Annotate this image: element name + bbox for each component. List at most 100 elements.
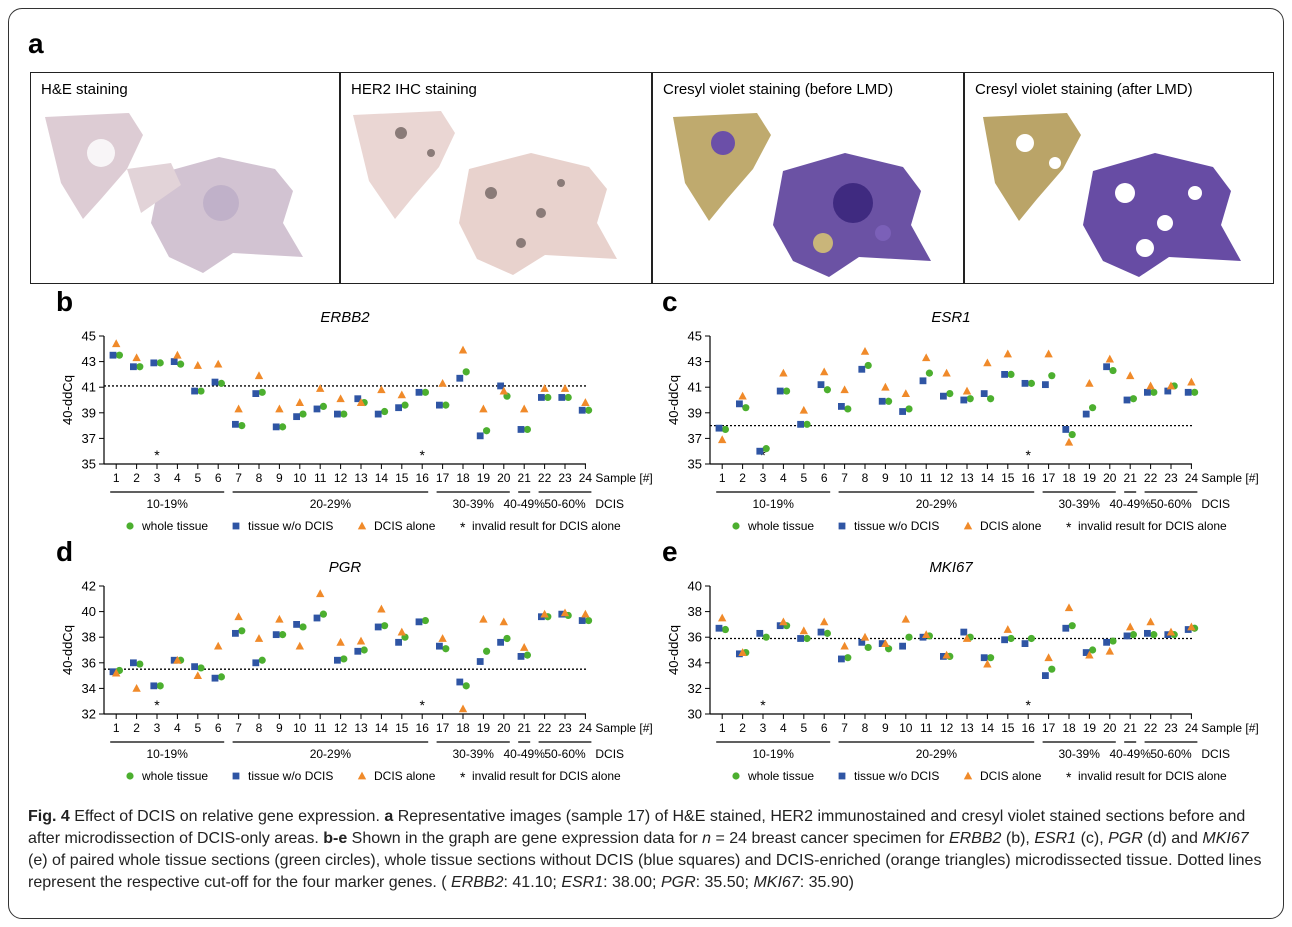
data-point-circle [217, 379, 225, 387]
x-tick-label: 19 [477, 721, 491, 735]
x-tick-label: 23 [558, 471, 572, 485]
x-tick-label: 14 [375, 721, 389, 735]
data-point-triangle [193, 361, 202, 369]
data-point-circle [1068, 430, 1076, 439]
data-point-square [736, 650, 743, 658]
group-label: 30-39% [1059, 497, 1101, 511]
x-tick-label: 4 [780, 471, 787, 485]
data-point-circle [783, 387, 791, 395]
legend-marker-triangle [963, 771, 973, 780]
x-tick-label: 15 [395, 721, 409, 735]
y-axis-label: 40-ddCq [666, 625, 681, 675]
legend-label: whole tissue [141, 769, 208, 783]
data-point-square [293, 621, 300, 628]
x-tick-label: 21 [1124, 471, 1138, 485]
x-tick-label: 9 [276, 471, 283, 485]
panel-label-a: a [28, 28, 44, 59]
data-point-square [558, 610, 566, 618]
y-tick-label: 34 [82, 681, 96, 696]
image-her2-ihc-staining: HER2 IHC staining [340, 72, 652, 284]
data-point-triangle [1187, 622, 1196, 631]
x-tick-label: 12 [334, 471, 348, 485]
x-tick-label: 17 [1042, 471, 1056, 485]
data-point-square [817, 381, 825, 389]
data-point-triangle [193, 671, 202, 679]
figure-caption: Fig. 4 Effect of DCIS on relative gene e… [28, 806, 1268, 894]
data-point-triangle [275, 404, 284, 413]
data-point-square [130, 363, 137, 371]
x-tick-label: 11 [920, 471, 933, 485]
x-axis-label: Sample [#] [1201, 471, 1258, 485]
x-tick-label: 15 [1001, 471, 1015, 485]
data-point-circle [279, 631, 287, 639]
data-point-triangle [254, 634, 264, 642]
data-point-square [838, 403, 845, 410]
x-tick-label: 8 [862, 721, 869, 735]
group-label: 10-19% [753, 497, 795, 511]
data-point-square [252, 390, 260, 397]
x-tick-label: 2 [133, 471, 140, 485]
group-label: 30-39% [1059, 747, 1101, 761]
data-point-square [1062, 426, 1070, 433]
caption-be: b-e [323, 830, 348, 847]
data-point-triangle [214, 359, 223, 368]
data-point-triangle [1105, 354, 1114, 363]
data-point-triangle [234, 612, 243, 621]
data-point-triangle [799, 405, 808, 414]
group-suffix-label: DCIS [1201, 747, 1230, 761]
caption-ref-c: (c), [1080, 830, 1109, 847]
data-point-square [415, 618, 423, 626]
data-point-circle [340, 410, 348, 418]
x-tick-label: 5 [800, 471, 807, 485]
legend-label: DCIS alone [980, 769, 1042, 783]
group-label: 50-60% [1150, 497, 1192, 511]
x-tick-label: 14 [375, 471, 389, 485]
data-point-circle [742, 404, 750, 412]
panel-label-e: e [662, 536, 678, 567]
data-point-triangle [112, 668, 121, 677]
data-point-circle [1048, 372, 1056, 380]
data-point-square [797, 420, 804, 428]
y-tick-label: 43 [82, 354, 96, 369]
y-tick-label: 35 [82, 457, 96, 472]
legend-marker-triangle [963, 521, 973, 530]
data-point-square [578, 406, 586, 414]
data-point-square [334, 410, 341, 418]
y-tick-label: 39 [688, 405, 702, 420]
x-tick-label: 7 [235, 471, 242, 485]
x-tick-label: 3 [154, 471, 161, 485]
x-tick-label: 24 [579, 471, 593, 485]
x-tick-label: 6 [821, 721, 828, 735]
data-point-square [858, 365, 866, 373]
invalid-marker: * [419, 697, 425, 713]
data-point-circle [1089, 404, 1097, 412]
data-point-triangle [234, 404, 243, 413]
data-point-circle [503, 634, 511, 643]
data-point-triangle [173, 655, 182, 664]
caption-gene-mki67: MKI67 [1202, 830, 1249, 847]
x-tick-label: 1 [719, 471, 726, 485]
data-point-square [456, 678, 464, 686]
x-tick-label: 7 [841, 721, 848, 735]
data-point-square [940, 653, 947, 660]
x-tick-label: 16 [1022, 471, 1036, 485]
data-point-triangle [718, 435, 727, 444]
group-label: 50-60% [544, 747, 586, 761]
legend-label: tissue w/o DCIS [248, 769, 333, 783]
data-point-circle [762, 445, 770, 453]
x-tick-label: 6 [215, 721, 222, 735]
caption-cutoff-gene-mki67: MKI67 [753, 874, 800, 891]
caption-ref-d: (d) and [1147, 830, 1203, 847]
caption-cutoff-mki67: : 35.90) [799, 874, 854, 891]
caption-title: Effect of DCIS on relative gene expressi… [74, 808, 385, 825]
data-point-circle [156, 682, 164, 690]
legend-marker-circle [126, 522, 134, 530]
data-point-circle [1089, 646, 1097, 654]
group-label: 10-19% [147, 747, 189, 761]
data-point-circle [803, 634, 811, 643]
data-point-triangle [1146, 617, 1155, 626]
y-tick-label: 37 [688, 431, 702, 446]
x-tick-label: 18 [456, 471, 470, 485]
data-point-circle [946, 390, 954, 398]
